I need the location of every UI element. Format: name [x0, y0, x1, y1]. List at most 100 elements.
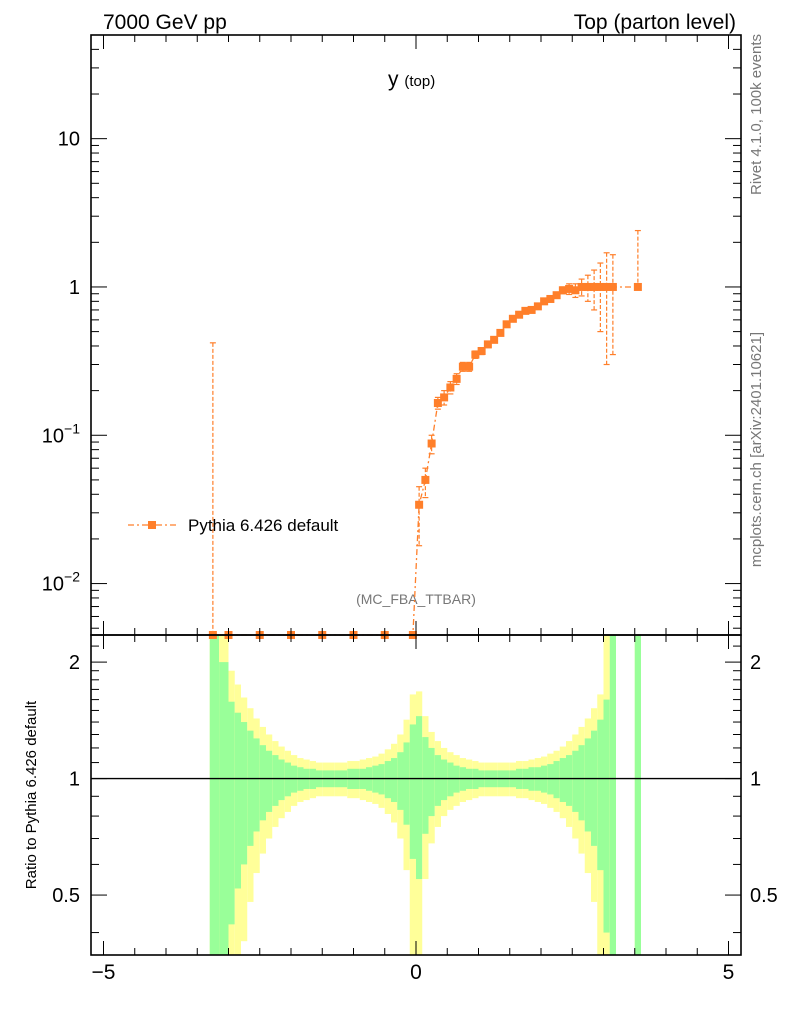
data-point: [440, 393, 449, 402]
y-tick-label-exponent: −2: [64, 569, 80, 585]
data-point: [471, 350, 480, 359]
ratio-band-inner: [219, 662, 229, 955]
ratio-band-inner: [378, 764, 385, 795]
ratio-band-inner: [609, 635, 616, 955]
data-point: [590, 282, 599, 291]
ratio-y-tick-label: 1: [69, 769, 80, 791]
data-point: [496, 328, 505, 337]
ratio-band-inner: [409, 724, 416, 859]
ratio-band-inner: [228, 701, 235, 925]
y-tick-label-exponent: −1: [64, 420, 80, 436]
data-point: [477, 347, 486, 356]
data-point: [633, 282, 642, 291]
ratio-band-inner: [434, 755, 441, 806]
ratio-band-inner: [422, 737, 429, 834]
legend-label: Pythia 6.426 default: [188, 516, 339, 535]
y-tick-label-base: 10: [42, 425, 64, 447]
ratio-band-inner: [584, 738, 591, 832]
ratio-y-tick-label: 0.5: [52, 885, 80, 907]
ratio-band-inner: [553, 761, 560, 799]
y-tick-label-base: 10: [42, 574, 64, 596]
ratio-plot-frame: [90, 634, 742, 956]
y-tick-label-base: 1: [69, 277, 80, 299]
x-tick-label: 5: [723, 961, 735, 984]
data-point: [546, 294, 555, 303]
plot-title: y (top): [388, 68, 435, 91]
ratio-y-tick-label-right: 1: [750, 769, 761, 791]
data-point: [415, 500, 424, 509]
data-point: [508, 314, 517, 323]
ratio-band-inner: [403, 742, 410, 825]
data-point: [433, 399, 442, 408]
data-point: [527, 305, 536, 314]
legend-marker: [148, 521, 156, 529]
ratio-band-inner: [603, 699, 610, 933]
data-point: [571, 286, 580, 295]
rivet-label: Rivet 4.1.0, 100k events: [748, 34, 765, 195]
data-point: [533, 302, 542, 311]
data-point: [565, 284, 574, 293]
ratio-band-inner: [578, 745, 585, 821]
data-point: [583, 282, 592, 291]
ratio-band-inner: [441, 759, 448, 801]
plot-title-sub: (top): [404, 73, 435, 90]
data-point: [521, 306, 530, 315]
main-series-layer: [208, 229, 642, 639]
ratio-y-tick-label: 2: [69, 652, 80, 674]
ratio-band-inner: [547, 764, 554, 795]
main-plot-frame: [90, 34, 742, 636]
plot-title-main: y: [388, 68, 399, 91]
ratio-band-inner: [397, 752, 404, 810]
ratio-band-inner: [428, 747, 435, 817]
header-left: 7000 GeV pp: [103, 11, 227, 34]
ratio-band-inner: [234, 712, 241, 889]
data-point: [458, 362, 467, 371]
data-point: [596, 282, 605, 291]
series-line: [212, 286, 638, 636]
data-point: [446, 383, 455, 392]
data-point: [577, 282, 586, 291]
data-point: [558, 286, 567, 295]
ratio-band-inner: [447, 762, 454, 797]
y-tick-label: 10−1: [42, 420, 80, 447]
analysis-label: (MC_FBA_TTBAR): [356, 591, 476, 607]
data-point: [540, 297, 549, 306]
ratio-uncertainty-band: [209, 635, 641, 955]
data-point: [421, 475, 430, 484]
y-tick-label: 10: [58, 129, 80, 151]
ratio-band-inner: [284, 762, 291, 797]
data-point: [465, 362, 474, 371]
ratio-band-inner: [247, 730, 254, 846]
y-tick-label: 1: [69, 277, 80, 299]
ratio-y-axis-label: Ratio to Pythia 6.426 default: [23, 700, 40, 889]
ratio-band-inner: [591, 730, 598, 846]
y-tick-label: 10−2: [42, 569, 80, 596]
ratio-band-inner: [384, 761, 391, 799]
ratio-band-inner: [253, 738, 260, 832]
data-point: [490, 335, 499, 344]
ratio-band-inner: [391, 758, 398, 802]
ratio-y-tick-label-right: 2: [750, 652, 761, 674]
data-point: [483, 340, 492, 349]
ratio-band-inner: [572, 750, 579, 812]
data-point: [608, 282, 617, 291]
mcplots-label: mcplots.cern.ch [arXiv:2401.10621]: [748, 332, 765, 567]
header-right: Top (parton level): [574, 11, 736, 34]
ratio-band-inner: [634, 635, 641, 955]
data-point: [515, 310, 524, 319]
ratio-band-inner: [278, 759, 285, 801]
ratio-band-inner: [259, 745, 266, 821]
x-tick-label: −5: [92, 961, 116, 984]
ratio-band-inner: [416, 716, 423, 880]
data-point: [502, 320, 511, 329]
ratio-band-inner: [209, 635, 220, 955]
data-point: [602, 282, 611, 291]
data-point: [552, 291, 561, 300]
ratio-band-inner: [597, 719, 604, 871]
ratio-band-inner: [241, 722, 248, 865]
ratio-band-inner: [272, 755, 279, 806]
x-tick-label: 0: [410, 961, 422, 984]
ratio-band-inner: [566, 755, 573, 806]
